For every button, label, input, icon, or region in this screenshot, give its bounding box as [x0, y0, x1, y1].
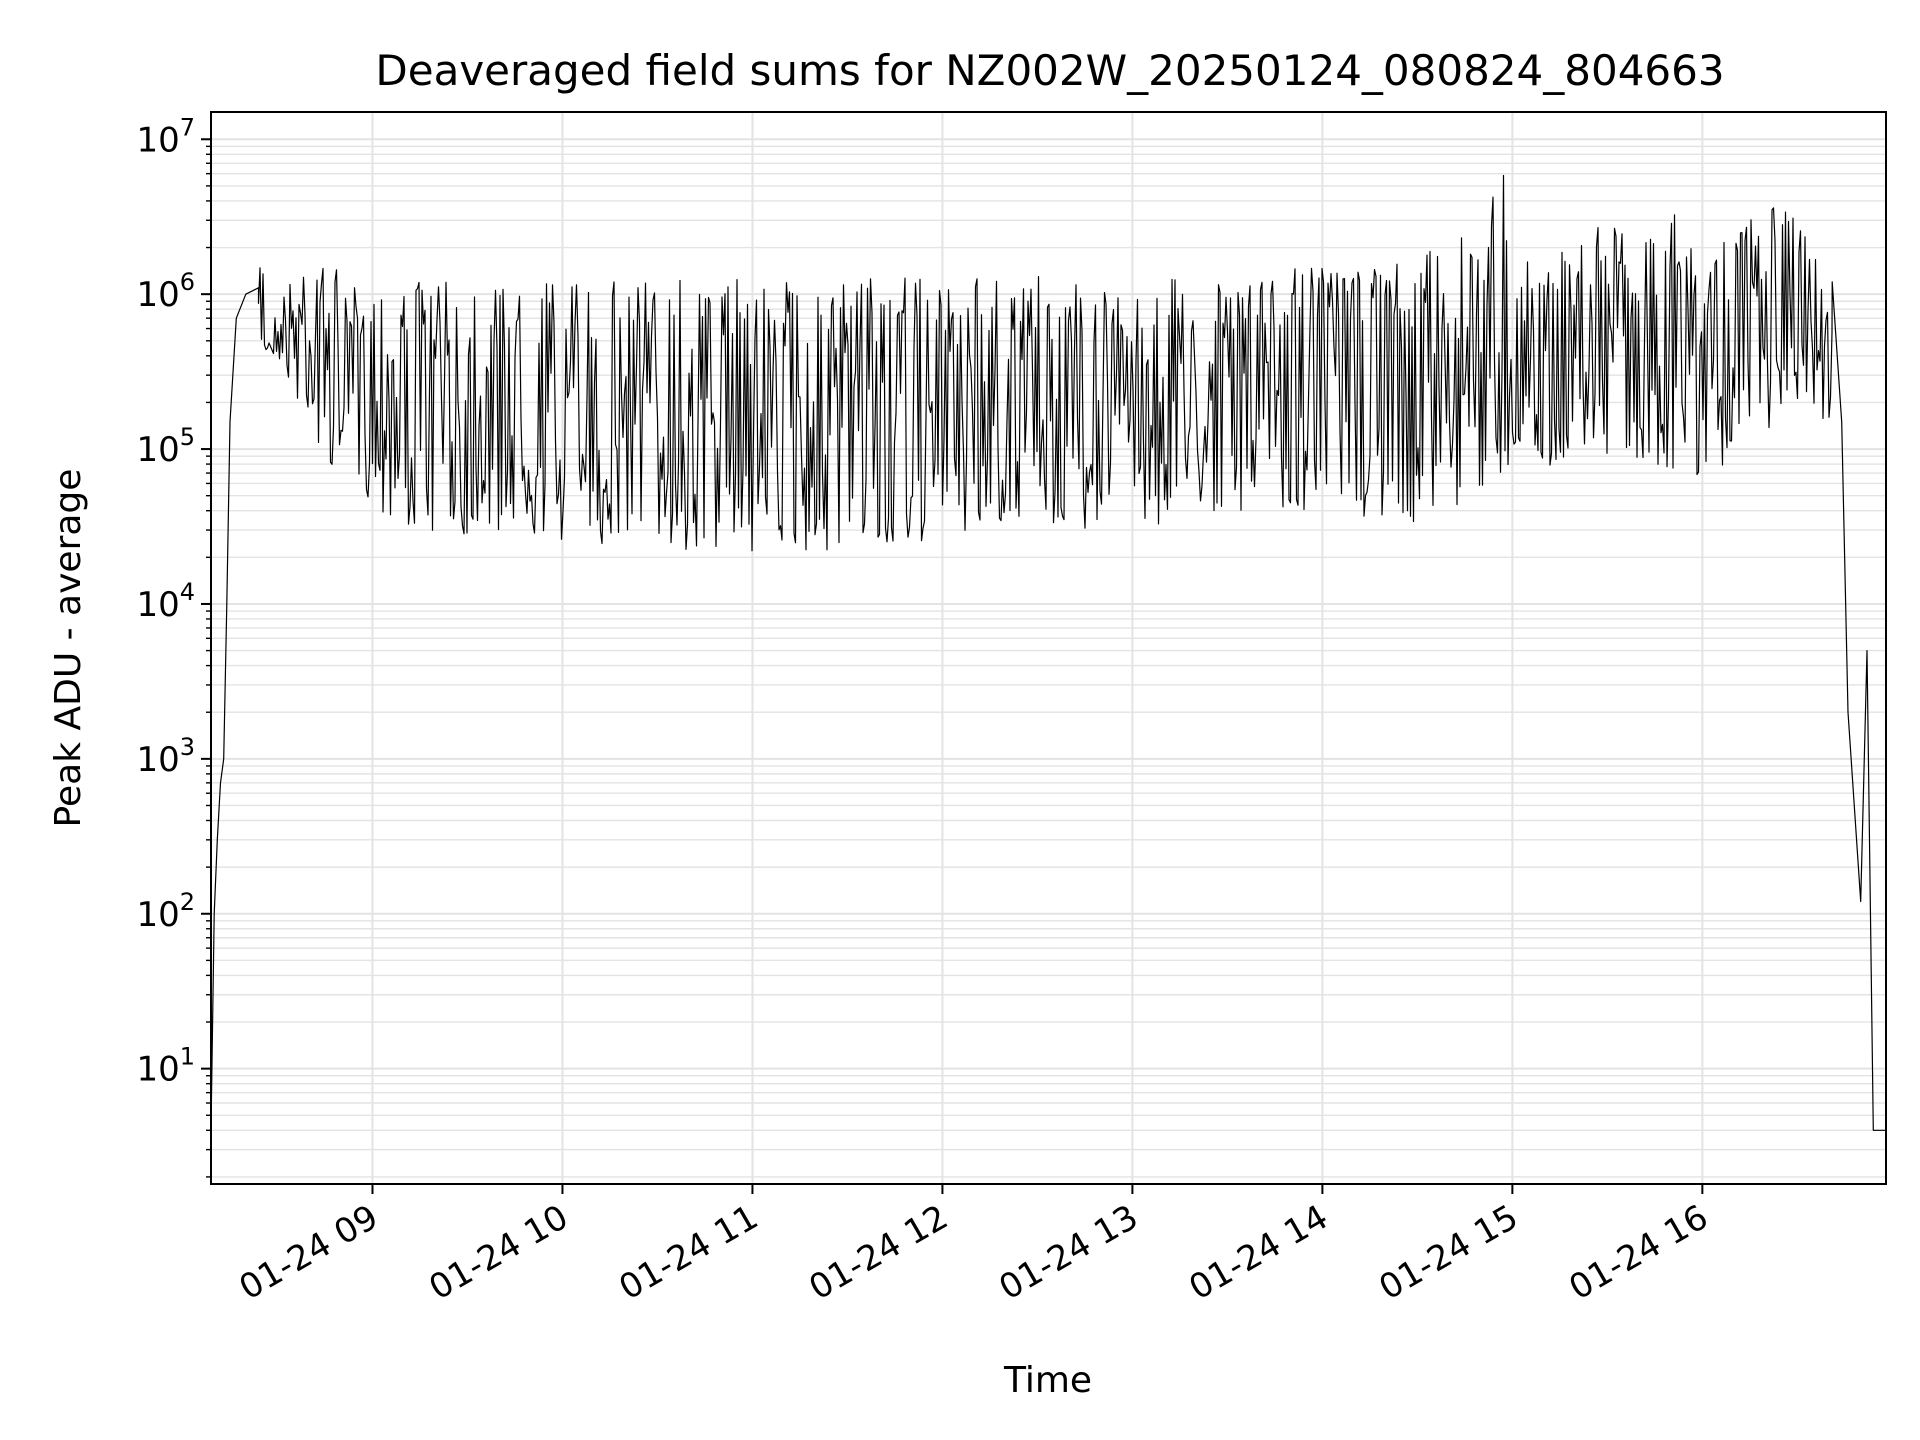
- series-line: [210, 174, 1886, 1131]
- x-tick-label: 01-24 14: [1182, 1197, 1334, 1308]
- x-tick-label: 01-24 13: [993, 1197, 1145, 1308]
- y-tick-label: 106: [136, 268, 195, 315]
- x-tick-label: 01-24 16: [1562, 1197, 1714, 1308]
- x-axis-label: Time: [1003, 1360, 1092, 1401]
- y-tick-label: 103: [136, 733, 195, 780]
- y-tick-label: 101: [136, 1043, 195, 1090]
- grid: [211, 112, 1886, 1184]
- x-tick-label: 01-24 10: [423, 1197, 575, 1308]
- data-series: [210, 174, 1886, 1131]
- x-tick-label: 01-24 15: [1372, 1197, 1524, 1308]
- y-tick-label: 104: [136, 578, 195, 625]
- x-tick-label: 01-24 11: [613, 1197, 765, 1308]
- chart-title: Deaveraged field sums for NZ002W_2025012…: [375, 46, 1724, 95]
- y-tick-label: 102: [136, 888, 195, 935]
- y-tick-label: 107: [136, 113, 195, 160]
- y-axis-label: Peak ADU - average: [48, 469, 89, 828]
- x-tick-label: 01-24 09: [233, 1197, 385, 1308]
- y-axis: 101 102 103 104 105 106 107: [136, 113, 211, 1178]
- x-axis: 01-24 09 01-24 10 01-24 11 01-24 12 01-24 13…: [233, 1184, 1715, 1308]
- y-tick-label: 105: [136, 423, 195, 470]
- plot-area: [210, 111, 1887, 1185]
- x-tick-label: 01-24 12: [803, 1197, 955, 1308]
